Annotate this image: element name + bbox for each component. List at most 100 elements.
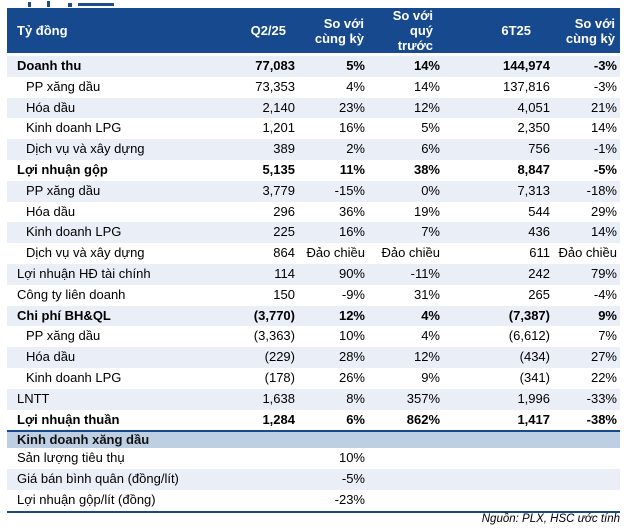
clipped-text-mark: [47, 1, 50, 7]
value-cell: 6%: [421, 141, 440, 157]
value-cell: 73,353: [255, 78, 295, 94]
value-cell: 14%: [590, 120, 617, 136]
value-cell: (341): [519, 369, 550, 385]
row-label: PP xăng dầu: [26, 182, 101, 198]
row-label: Lợi nhuận HĐ tài chính: [17, 265, 151, 281]
value-cell: 4%: [346, 78, 365, 94]
value-cell: 225: [273, 224, 295, 240]
value-cell: [222, 448, 298, 469]
value-cell: -11%: [410, 265, 440, 281]
value-cell: -15%: [334, 182, 365, 198]
column-header-6t25-vs-yoy: So với cùng kỳ: [553, 8, 620, 56]
value-cell: 14%: [590, 224, 617, 240]
table-row: PP xăng dầu 73,353 4% 14% 137,816 -3%: [7, 77, 620, 98]
value-cell: 29%: [590, 203, 617, 219]
table-row: Công ty liên doanh 150 -9% 31% 265 -4%: [7, 285, 620, 306]
row-label: PP xăng dầu: [26, 328, 101, 344]
value-cell: 38%: [413, 161, 440, 177]
value-cell: [368, 469, 443, 490]
value-cell: 7%: [598, 328, 617, 344]
column-header-6t25: 6T25: [443, 8, 553, 56]
header-row: Tỷ đồng Q2/25 So với cùng kỳ So với quý …: [7, 8, 620, 56]
value-cell: [553, 448, 620, 469]
value-cell: [443, 469, 553, 490]
table-row: Chi phí BH&QL (3,770) 12% 4% (7,387) 9%: [7, 305, 620, 327]
row-label: Hóa dầu: [26, 99, 76, 115]
value-cell: -38%: [586, 411, 617, 427]
value-cell: 114: [274, 265, 295, 281]
clipped-caption-fragment: [0, 0, 624, 7]
value-cell: 77,083: [255, 58, 295, 73]
value-cell: -5%: [341, 471, 365, 487]
value-cell: 4%: [421, 328, 440, 344]
column-header-q2-25: Q2/25: [222, 8, 298, 56]
value-cell: 12%: [413, 99, 440, 115]
value-cell: 5%: [346, 58, 365, 73]
value-cell: 9%: [421, 369, 440, 385]
value-cell: 14%: [413, 58, 440, 73]
value-cell: 12%: [338, 307, 365, 323]
value-cell: 242: [528, 265, 550, 281]
value-cell: 7%: [421, 224, 440, 240]
value-cell: -23%: [298, 489, 368, 513]
table-row: Lợi nhuận gộp/lít (đồng) -23%: [7, 489, 620, 513]
row-label: Công ty liên doanh: [17, 286, 126, 302]
value-cell: 1,417: [517, 411, 550, 427]
table-row: PP xăng dầu 3,779 -15% 0% 7,313 -18%: [7, 180, 620, 202]
value-cell: 12%: [413, 349, 440, 365]
row-label: Kinh doanh LPG: [26, 224, 122, 240]
value-cell: 16%: [338, 224, 365, 240]
value-cell: (3,363): [253, 328, 295, 344]
table-row: LNTT 1,638 8% 357% 1,996 -33%: [7, 388, 620, 410]
value-cell: 10%: [338, 328, 365, 344]
column-header-vs-yoy: So với cùng kỳ: [298, 8, 368, 56]
financial-summary-table: Tỷ đồng Q2/25 So với cùng kỳ So với quý …: [7, 8, 620, 513]
value-cell: 19%: [413, 203, 440, 219]
value-cell: -33%: [586, 390, 617, 406]
value-cell: 265: [528, 286, 550, 302]
row-label: PP xăng dầu: [26, 78, 101, 94]
row-label: Hóa dầu: [26, 203, 76, 219]
table-row: Lợi nhuận thuần 1,284 6% 862% 1,417 -38%: [7, 410, 620, 432]
value-cell: 22%: [590, 369, 617, 385]
row-label: Dịch vụ và xây dựng: [26, 141, 145, 157]
row-label: Sản lượng tiêu thụ: [17, 450, 125, 466]
value-cell: (178): [264, 369, 295, 385]
value-cell: 2%: [346, 141, 365, 157]
row-label: Chi phí BH&QL: [17, 307, 111, 323]
value-cell: 36%: [338, 203, 365, 219]
table-row: Hóa dầu 296 36% 19% 544 29%: [7, 202, 620, 223]
value-cell: 436: [528, 224, 550, 240]
row-label: Lợi nhuận thuần: [17, 411, 120, 427]
value-cell: 862%: [406, 411, 440, 427]
value-cell: 23%: [338, 99, 365, 115]
value-cell: (6,612): [508, 328, 550, 344]
table-row: Dịch vụ và xây dựng 864 Đảo chiều Đảo chiều…: [7, 243, 620, 264]
value-cell: 296: [273, 203, 295, 219]
row-label: Kinh doanh LPG: [26, 120, 122, 136]
section-title: Kinh doanh xăng dầu: [7, 430, 620, 449]
value-cell: [443, 448, 553, 469]
row-label: Doanh thu: [17, 58, 82, 73]
table-row: Kinh doanh LPG 225 16% 7% 436 14%: [7, 222, 620, 244]
value-cell: 544: [528, 203, 550, 219]
value-cell: 4,051: [517, 99, 550, 115]
table-row: Dịch vụ và xây dựng 389 2% 6% 756 -1%: [7, 139, 620, 160]
section-header-row: Kinh doanh xăng dầu: [7, 430, 620, 449]
row-label: LNTT: [17, 390, 50, 406]
value-cell: (7,387): [508, 307, 550, 323]
value-cell: 21%: [590, 99, 617, 115]
table-row: Sản lượng tiêu thụ 10%: [7, 448, 620, 469]
value-cell: 8,847: [517, 161, 550, 177]
value-cell: -3%: [593, 58, 617, 73]
value-cell: [553, 469, 620, 490]
value-cell: 0%: [421, 182, 440, 198]
value-cell: 150: [273, 286, 295, 302]
value-cell: 6%: [346, 411, 365, 427]
table-row: Giá bán bình quân (đồng/lít) -5%: [7, 469, 620, 490]
value-cell: [443, 489, 553, 513]
main-section-body: Doanh thu 77,083 5% 14% 144,974 -3% PP xăng dầ…: [7, 54, 620, 432]
table-header: Tỷ đồng Q2/25 So với cùng kỳ So với quý …: [7, 8, 620, 56]
value-cell: 79%: [590, 265, 617, 281]
clipped-text-mark: [78, 3, 114, 6]
